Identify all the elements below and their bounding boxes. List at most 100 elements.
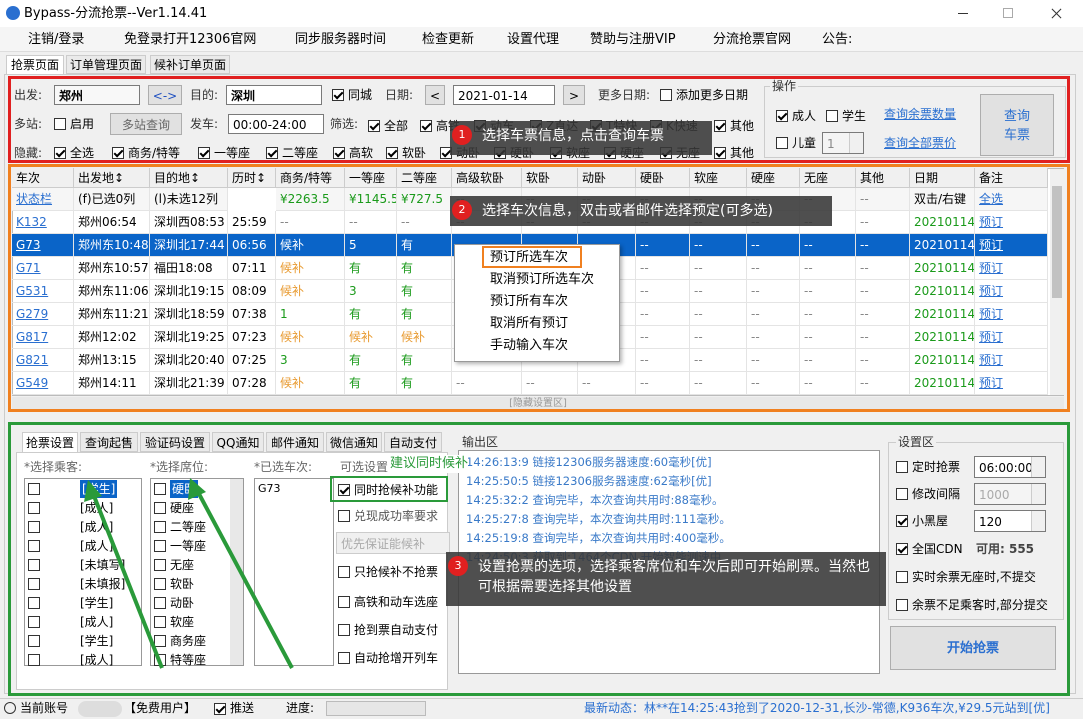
menu-item[interactable]: 免登录打开12306官网 <box>124 32 257 47</box>
checkbox-label[interactable]: 同时抢候补功能 <box>354 483 439 497</box>
checkbox[interactable] <box>154 483 166 495</box>
column-header[interactable]: 商务/特等 <box>276 168 345 188</box>
minimize-button[interactable] <box>958 13 968 14</box>
seat-name[interactable]: 动卧 <box>170 596 195 610</box>
seat-name[interactable]: 特等座 <box>170 653 207 667</box>
column-header[interactable]: 二等座 <box>397 168 452 188</box>
train-item[interactable]: G73 <box>258 482 281 495</box>
column-header[interactable]: 硬座 <box>747 168 800 188</box>
start-button[interactable]: 开始抢票 <box>890 626 1056 670</box>
link[interactable]: 查询余票数量 <box>884 107 957 121</box>
passenger-name[interactable]: [未填写] <box>80 558 126 572</box>
menu-item[interactable]: 同步服务器时间 <box>295 32 387 47</box>
checkbox[interactable] <box>776 110 788 122</box>
checkbox[interactable] <box>54 118 66 130</box>
column-header[interactable]: 历时↕ <box>228 168 276 188</box>
tab[interactable]: 抢票页面 <box>6 55 64 74</box>
table-cell[interactable]: 预订 <box>975 257 1048 280</box>
seat-name[interactable]: 二等座 <box>170 520 207 534</box>
checkbox-label[interactable]: 实时余票无座时,不提交 <box>912 570 1036 584</box>
link[interactable]: 查询全部票价 <box>884 136 957 150</box>
table-cell[interactable]: 预订 <box>975 326 1048 349</box>
column-header[interactable]: 车次 <box>12 168 74 188</box>
checkbox[interactable] <box>338 484 350 496</box>
checkbox[interactable] <box>112 147 124 159</box>
time-input[interactable]: 06:00:00 <box>974 456 1046 478</box>
checkbox[interactable] <box>154 578 166 590</box>
checkbox[interactable] <box>198 147 210 159</box>
seat-name[interactable]: 一等座 <box>170 539 207 553</box>
passenger-name[interactable]: [学生] <box>80 480 118 498</box>
seat-name[interactable]: 无座 <box>170 558 195 572</box>
table-cell[interactable]: G71 <box>12 257 74 280</box>
checkbox[interactable] <box>28 540 40 552</box>
seat-name[interactable]: 软卧 <box>170 577 195 591</box>
checkbox-label[interactable]: 全部 <box>384 119 409 133</box>
priority-select[interactable]: 优先保证能候补 <box>336 532 450 554</box>
multi-query-button[interactable]: 多站查询 <box>110 113 182 135</box>
checkbox-label[interactable]: 学生 <box>842 109 867 123</box>
prev-date[interactable]: < <box>425 85 445 105</box>
table-cell[interactable]: G549 <box>12 372 74 395</box>
table-cell[interactable]: 预订 <box>975 234 1048 257</box>
checkbox[interactable] <box>332 89 344 101</box>
checkbox[interactable] <box>896 515 908 527</box>
checkbox[interactable] <box>338 510 350 522</box>
spinner[interactable] <box>1031 484 1045 504</box>
table-cell[interactable]: 预订 <box>975 372 1048 395</box>
checkbox[interactable] <box>28 597 40 609</box>
table-cell[interactable]: 预订 <box>975 280 1048 303</box>
column-header[interactable]: 软座 <box>690 168 747 188</box>
checkbox-label[interactable]: 添加更多日期 <box>676 88 749 102</box>
checkbox[interactable] <box>154 654 166 666</box>
checkbox[interactable] <box>54 147 66 159</box>
context-menu-item[interactable]: 取消所有预订 <box>490 316 569 331</box>
checkbox[interactable] <box>386 147 398 159</box>
checkbox-label[interactable]: 抢到票自动支付 <box>354 623 439 637</box>
checkbox[interactable] <box>154 502 166 514</box>
passenger-name[interactable]: [学生] <box>80 634 114 648</box>
checkbox[interactable] <box>896 571 908 583</box>
next-date[interactable]: > <box>563 85 585 105</box>
checkbox[interactable] <box>154 521 166 533</box>
passenger-name[interactable]: [未填报] <box>80 577 126 591</box>
checkbox[interactable] <box>266 147 278 159</box>
checkbox-label[interactable]: 其他 <box>730 146 755 160</box>
seat-name[interactable]: 商务座 <box>170 634 207 648</box>
checkbox-label[interactable]: 余票不足乘客时,部分提交 <box>912 598 1048 612</box>
context-menu-item[interactable]: 取消预订所选车次 <box>490 272 595 287</box>
passenger-name[interactable]: [成人] <box>80 501 114 515</box>
checkbox[interactable] <box>333 147 345 159</box>
scroll-thumb[interactable] <box>1052 186 1062 298</box>
menu-item[interactable]: 注销/登录 <box>28 32 85 47</box>
query-button[interactable]: 查询车票 <box>980 94 1054 156</box>
checkbox-label[interactable]: 兑现成功率要求 <box>354 509 439 523</box>
checkbox[interactable] <box>28 483 40 495</box>
checkbox[interactable] <box>28 654 40 666</box>
checkbox-label[interactable]: 高铁和动车选座 <box>354 595 439 609</box>
table-cell[interactable]: 预订 <box>975 211 1048 234</box>
context-menu-item[interactable]: 预订所有车次 <box>490 294 569 309</box>
settings-tab[interactable]: QQ通知 <box>212 432 264 452</box>
menu-item[interactable]: 分流抢票官网 <box>713 32 792 47</box>
column-header[interactable]: 出发地↕ <box>74 168 150 188</box>
checkbox[interactable] <box>660 89 672 101</box>
table-cell[interactable]: K132 <box>12 211 74 234</box>
seat-name[interactable]: 软座 <box>170 615 195 629</box>
date-input[interactable]: 2021-01-14 <box>453 85 555 105</box>
checkbox[interactable] <box>776 137 788 149</box>
checkbox-label[interactable]: 修改间隔 <box>912 487 961 501</box>
column-header[interactable]: 备注 <box>975 168 1048 188</box>
table-cell[interactable]: 预订 <box>975 349 1048 372</box>
checkbox[interactable] <box>338 596 350 608</box>
column-header[interactable]: 软卧 <box>522 168 578 188</box>
passenger-name[interactable]: [成人] <box>80 520 114 534</box>
tab[interactable]: 候补订单页面 <box>150 55 230 74</box>
checkbox-label[interactable]: 推送 <box>230 701 255 715</box>
summary-cell[interactable]: 全选 <box>975 188 1048 211</box>
interval-input[interactable]: 1000 <box>974 483 1046 505</box>
menu-item[interactable]: 公告: <box>822 32 853 47</box>
checkbox[interactable] <box>154 540 166 552</box>
depart-select[interactable]: 00:00-24:00 <box>228 114 324 134</box>
checkbox[interactable] <box>368 120 380 132</box>
